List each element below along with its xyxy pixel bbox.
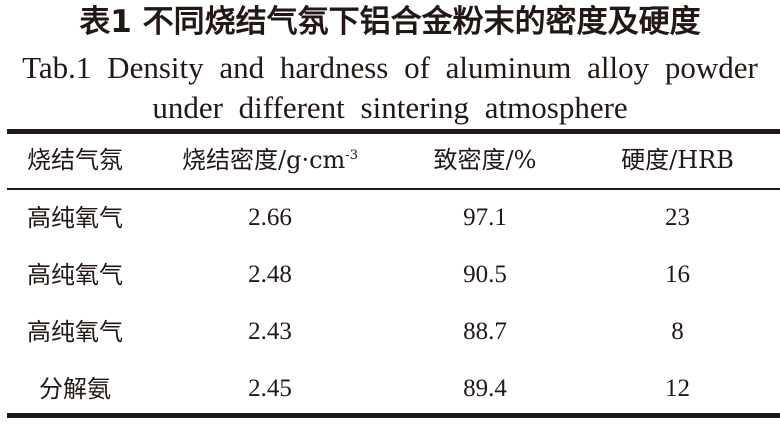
cell-relative-density: 88.7 <box>463 318 507 345</box>
cell-hardness: 16 <box>665 261 690 288</box>
cell-hardness: 12 <box>665 375 690 402</box>
cell-density: 2.45 <box>248 375 292 402</box>
cell-relative-density: 89.4 <box>463 375 507 402</box>
bottom-rule <box>7 413 780 418</box>
cell-hardness: 23 <box>665 204 690 231</box>
cell-atmosphere: 高纯氧气 <box>27 204 123 232</box>
header-atmosphere: 烧结气氛 <box>27 146 123 174</box>
header-rule <box>7 188 780 190</box>
top-rule <box>7 129 780 134</box>
cell-relative-density: 90.5 <box>463 261 507 288</box>
table-caption-en-line2: under different sintering atmosphere <box>152 90 628 125</box>
header-density-exponent: -3 <box>345 148 358 163</box>
cell-density: 2.66 <box>248 204 292 231</box>
cell-density: 2.43 <box>248 318 292 345</box>
cell-density: 2.48 <box>248 261 292 288</box>
cell-atmosphere: 分解氨 <box>39 375 111 403</box>
header-density-label: 烧结密度/g·cm <box>182 146 346 174</box>
header-density: 烧结密度/g·cm-3 <box>160 145 380 175</box>
table-caption-en-line1: Tab.1 Density and hardness of aluminum a… <box>22 50 758 85</box>
header-hardness: 硬度/HRB <box>621 146 734 174</box>
cell-hardness: 8 <box>671 318 684 345</box>
table-caption-cn: 表1 不同烧结气氛下铝合金粉末的密度及硬度 <box>79 4 701 40</box>
header-relative-density: 致密度/% <box>433 146 537 174</box>
cell-atmosphere: 高纯氧气 <box>27 261 123 289</box>
cell-relative-density: 97.1 <box>463 204 507 231</box>
cell-atmosphere: 高纯氧气 <box>27 318 123 346</box>
